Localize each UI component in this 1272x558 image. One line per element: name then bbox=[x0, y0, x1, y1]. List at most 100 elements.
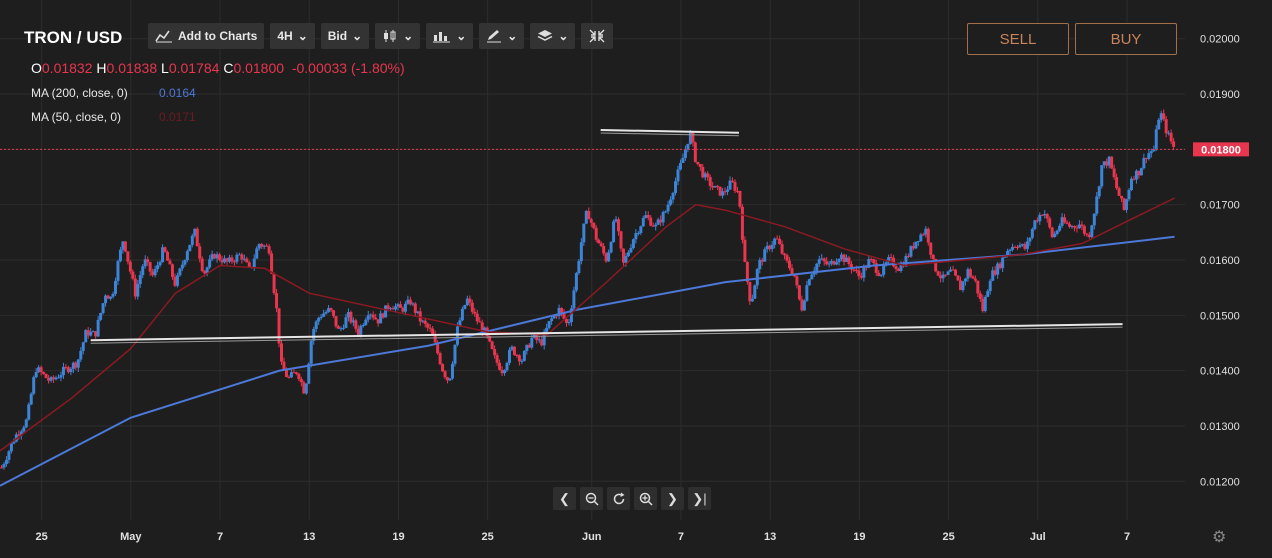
candle-body bbox=[1008, 249, 1012, 251]
gear-icon[interactable]: ⚙ bbox=[1212, 529, 1227, 546]
ma50-legend[interactable]: MA (50, close, 0) 0.0171 bbox=[31, 110, 196, 124]
candle-body bbox=[1169, 132, 1173, 142]
candle-body bbox=[946, 271, 950, 275]
buy-button[interactable]: BUY bbox=[1075, 23, 1177, 55]
candle-body bbox=[887, 257, 891, 263]
candle-body bbox=[740, 206, 744, 240]
candle-body bbox=[1100, 165, 1104, 187]
candle-body bbox=[44, 373, 48, 378]
candle-body bbox=[773, 238, 777, 245]
candle-body bbox=[488, 335, 492, 342]
candle-body bbox=[458, 320, 462, 327]
candle-body bbox=[34, 372, 38, 378]
candle-body bbox=[785, 255, 789, 261]
candle-body bbox=[76, 359, 80, 368]
candle-body bbox=[356, 328, 360, 335]
candle-body bbox=[1055, 230, 1059, 234]
candle-body bbox=[156, 265, 160, 270]
candle-body bbox=[872, 259, 876, 264]
candle-body bbox=[346, 311, 350, 318]
candle-body bbox=[1172, 141, 1176, 147]
candle-body bbox=[260, 243, 264, 247]
candle-body bbox=[299, 378, 303, 383]
candle-body bbox=[906, 255, 910, 257]
candle-body bbox=[884, 262, 888, 265]
zoom-out-button[interactable] bbox=[580, 487, 603, 510]
layers-dropdown[interactable]: ⌄ bbox=[530, 23, 576, 49]
candle-body bbox=[951, 269, 955, 271]
candle-body bbox=[423, 320, 427, 324]
candle-body bbox=[374, 317, 378, 320]
chart-add-icon bbox=[155, 30, 172, 43]
candle-body bbox=[795, 276, 799, 286]
candle-body bbox=[641, 218, 645, 227]
chart-toolbar: Add to Charts 4H ⌄ Bid ⌄ ⌄ ⌄ ⌄ ⌄ bbox=[148, 23, 614, 49]
candle-body bbox=[1129, 178, 1133, 191]
candle-body bbox=[604, 253, 608, 262]
candle-body bbox=[416, 311, 420, 313]
candle-body bbox=[1092, 213, 1096, 226]
reset-button[interactable] bbox=[607, 487, 630, 510]
candle-body bbox=[337, 326, 341, 329]
candle-body bbox=[956, 275, 960, 281]
indicators-dropdown[interactable]: ⌄ bbox=[426, 23, 474, 49]
candle-body bbox=[820, 258, 824, 260]
scroll-to-end-button[interactable]: ❯| bbox=[688, 487, 711, 510]
candle-body bbox=[731, 180, 735, 182]
price-type-dropdown[interactable]: Bid ⌄ bbox=[320, 23, 370, 49]
candle-body bbox=[1001, 257, 1005, 269]
fullscreen-button[interactable] bbox=[581, 23, 614, 49]
drawing-tools-dropdown[interactable]: ⌄ bbox=[479, 23, 525, 49]
candle-body bbox=[198, 246, 202, 259]
chart-type-dropdown[interactable]: ⌄ bbox=[375, 23, 421, 49]
candle-body bbox=[602, 246, 606, 254]
candle-body bbox=[936, 271, 940, 276]
scroll-left-button[interactable]: ❮ bbox=[553, 487, 576, 510]
candle-body bbox=[847, 257, 851, 265]
candle-body bbox=[304, 383, 308, 394]
ma50-value: 0.0171 bbox=[159, 110, 196, 124]
timeframe-dropdown[interactable]: 4H ⌄ bbox=[270, 23, 315, 49]
candle-body bbox=[190, 235, 194, 245]
candle-body bbox=[64, 366, 68, 368]
candle-body bbox=[1105, 161, 1109, 166]
candle-body bbox=[413, 303, 417, 313]
candle-body bbox=[428, 327, 432, 329]
candle-body bbox=[562, 312, 566, 319]
ma50-label: MA (50, close, 0) bbox=[31, 110, 122, 124]
candle-body bbox=[934, 258, 938, 272]
candle-body bbox=[954, 269, 958, 276]
add-to-charts-button[interactable]: Add to Charts bbox=[148, 23, 265, 49]
candle-body bbox=[1107, 156, 1111, 166]
candle-body bbox=[148, 262, 152, 272]
candle-body bbox=[921, 234, 925, 236]
candle-body bbox=[991, 270, 995, 281]
ma200-legend[interactable]: MA (200, close, 0) 0.0164 bbox=[31, 86, 196, 100]
candle-body bbox=[349, 311, 353, 323]
candle-body bbox=[857, 270, 861, 277]
candle-body bbox=[1011, 246, 1015, 250]
chevron-right-icon: ❯ bbox=[667, 490, 678, 506]
candle-body bbox=[61, 366, 65, 376]
candle-body bbox=[143, 259, 147, 267]
candle-body bbox=[79, 350, 83, 360]
ma200-value: 0.0164 bbox=[159, 86, 196, 100]
trendline-shadow bbox=[600, 132, 739, 137]
candle-body bbox=[1080, 224, 1084, 227]
candle-body bbox=[183, 260, 187, 265]
scroll-right-button[interactable]: ❯ bbox=[661, 487, 684, 510]
zoom-in-icon bbox=[639, 492, 653, 506]
candle-body bbox=[530, 337, 534, 348]
sell-button[interactable]: SELL bbox=[967, 23, 1069, 55]
candle-body bbox=[354, 320, 358, 329]
candle-body bbox=[914, 241, 918, 249]
candle-body bbox=[455, 326, 459, 345]
candle-body bbox=[1070, 226, 1074, 228]
candle-body bbox=[844, 257, 848, 262]
candle-body bbox=[909, 246, 913, 257]
candle-body bbox=[237, 254, 241, 256]
candle-body bbox=[713, 185, 717, 188]
zoom-in-button[interactable] bbox=[634, 487, 657, 510]
ohlc-readout: O0.01832 H0.01838 L0.01784 C0.01800 -0.0… bbox=[31, 60, 405, 76]
